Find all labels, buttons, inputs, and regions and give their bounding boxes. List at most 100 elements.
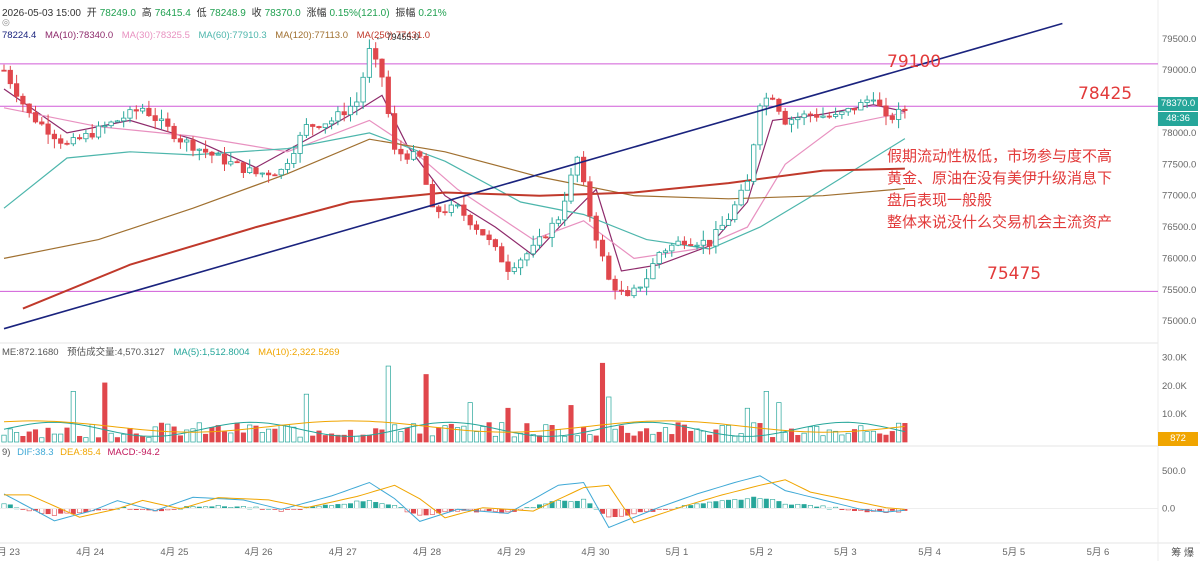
macd-legend-item: DEA:85.4	[60, 447, 101, 458]
volume-bar	[247, 424, 253, 443]
macd-legend-item: MACD:-94.2	[107, 447, 160, 458]
volume-bar	[436, 427, 442, 443]
candle-body	[833, 114, 839, 117]
time-tick-label: 5月 2	[750, 547, 773, 558]
trend-line	[3, 22, 1063, 330]
macd-bar	[354, 500, 360, 509]
candle-body	[228, 161, 234, 165]
volume-bar	[618, 425, 624, 443]
volume-bar	[398, 431, 404, 443]
candle-body	[757, 105, 763, 146]
volume-bar	[253, 425, 259, 443]
candle-body	[675, 240, 681, 246]
macd-legend-item: 9)	[2, 447, 11, 458]
amp-label: 振幅	[395, 8, 416, 19]
candle-body	[133, 109, 139, 112]
candle-body	[20, 95, 26, 105]
time-tick-label: 4月 23	[0, 547, 20, 558]
candle-body	[877, 99, 883, 107]
candle-body	[618, 289, 625, 292]
macd-dif-line	[3, 475, 905, 529]
macd-bar	[744, 498, 750, 509]
ohlc-header: 2026-05-03 15:00 开 78249.0 高 76415.4 低 7824…	[2, 4, 450, 19]
volume-bar	[366, 434, 372, 443]
ma-line	[3, 132, 906, 250]
volume-bar	[725, 425, 732, 443]
volume-bar	[228, 432, 234, 443]
candle-body	[870, 99, 877, 102]
macd-bar	[379, 503, 385, 509]
volume-bar	[354, 435, 360, 443]
volume-bar	[467, 402, 473, 443]
candle-body	[391, 113, 398, 150]
volume-bar	[114, 437, 120, 443]
ma-legend-item: 78224.4	[2, 30, 37, 41]
volume-bar	[826, 429, 832, 443]
change-label: 涨幅	[306, 8, 327, 19]
high-label: 高	[141, 8, 152, 19]
volume-bar	[234, 422, 240, 443]
candle-body	[555, 219, 562, 224]
level-label-75475: 75475	[987, 264, 1042, 284]
candle-body	[70, 137, 76, 145]
volume-bar	[757, 423, 763, 443]
candle-body	[310, 124, 316, 127]
macd-bar	[366, 500, 372, 509]
volume-bar	[429, 435, 435, 443]
volume-bar	[492, 435, 498, 443]
volume-bar	[612, 428, 618, 443]
volume-bar	[581, 427, 587, 443]
candle-body	[429, 184, 436, 208]
volume-bar	[814, 426, 820, 443]
candle-body	[606, 255, 612, 280]
ma-legend-item: MA(10):78340.0	[44, 30, 114, 41]
macd-bar	[612, 508, 618, 517]
candle-body	[177, 138, 183, 143]
volume-bar	[360, 434, 366, 443]
macd-bar	[423, 508, 429, 516]
volume-bar	[851, 429, 858, 443]
macd-bar	[70, 508, 76, 515]
countdown-tag: 48:36	[1158, 112, 1198, 126]
candle-body	[700, 239, 706, 246]
macd-bar	[1, 503, 7, 509]
corner-icons[interactable]: 筹 爆	[1171, 548, 1194, 559]
volume-bar	[190, 428, 196, 443]
volume-bar	[864, 431, 870, 443]
volume-bar	[259, 432, 265, 443]
time-tick-label: 5月 1	[666, 547, 689, 558]
candle-body	[669, 244, 675, 252]
volume-bar	[625, 432, 631, 443]
candle-body	[417, 151, 423, 157]
macd-bar	[631, 508, 637, 515]
last-price-tag: 78370.0	[1158, 97, 1198, 111]
candle-body	[158, 118, 165, 121]
volume-bar	[51, 433, 57, 443]
volume-bar	[303, 393, 309, 443]
candle-body	[826, 115, 832, 118]
candle-body	[492, 239, 499, 248]
volume-bar	[877, 433, 883, 443]
macd-bar	[7, 504, 13, 509]
visibility-toggle-icon[interactable]: ◎	[2, 17, 10, 27]
candle-body	[788, 119, 795, 125]
time-tick-label: 4月 28	[413, 547, 441, 558]
candle-body	[328, 120, 335, 125]
volume-bar	[505, 407, 511, 443]
candle-body	[864, 99, 870, 103]
candle-body	[650, 263, 656, 280]
volume-bar	[738, 433, 744, 443]
macd-tick-label: 500.0	[1162, 466, 1186, 477]
candle-body	[845, 108, 851, 113]
volume-bar	[203, 433, 209, 443]
macd-bar	[707, 501, 713, 509]
ma-line	[3, 88, 906, 272]
volume-bar	[858, 425, 864, 443]
volume-legend-item: MA(5):1,512.8004	[173, 347, 250, 358]
volume-bar	[820, 435, 826, 443]
candle-body	[379, 58, 385, 78]
candle-body	[196, 148, 202, 151]
volume-bar	[95, 437, 102, 443]
